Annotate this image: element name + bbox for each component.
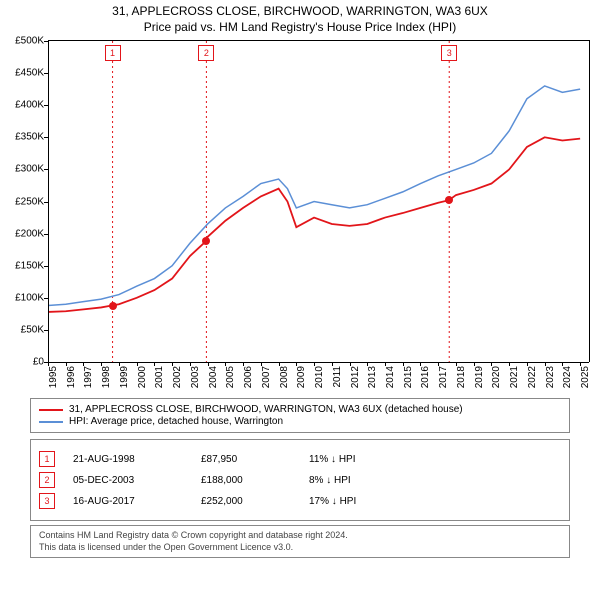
x-tick-label: 2004 [208, 366, 219, 388]
x-tick-label: 2023 [545, 366, 556, 388]
transaction-point [202, 237, 210, 245]
footer-line1: Contains HM Land Registry data © Crown c… [39, 530, 561, 542]
transaction-row: 2 05-DEC-2003 £188,000 8% ↓ HPI [39, 472, 561, 488]
x-tick-label: 2016 [420, 366, 431, 388]
transaction-diff: 17% ↓ HPI [309, 496, 409, 507]
x-tick-label: 2021 [509, 366, 520, 388]
x-tick-label: 2012 [350, 366, 361, 388]
y-tick-label: £500K [15, 36, 44, 47]
transaction-price: £188,000 [201, 475, 291, 486]
x-tick-label: 2003 [190, 366, 201, 388]
x-tick-label: 1997 [83, 366, 94, 388]
footer-line2: This data is licensed under the Open Gov… [39, 542, 561, 554]
x-tick-label: 1995 [48, 366, 59, 388]
series-hpi [48, 86, 580, 306]
y-tick-label: £50K [21, 324, 44, 335]
x-tick-label: 2010 [314, 366, 325, 388]
transaction-row-marker: 3 [39, 493, 55, 509]
legend-label: 31, APPLECROSS CLOSE, BIRCHWOOD, WARRING… [69, 404, 463, 415]
x-tick-label: 2008 [279, 366, 290, 388]
x-tick-label: 2007 [261, 366, 272, 388]
attribution-footer: Contains HM Land Registry data © Crown c… [30, 525, 570, 558]
transaction-row-marker: 2 [39, 472, 55, 488]
chart-title-line2: Price paid vs. HM Land Registry's House … [0, 20, 600, 34]
x-tick-label: 2024 [562, 366, 573, 388]
x-axis-line [48, 362, 589, 363]
y-tick-label: £450K [15, 68, 44, 79]
line-series-svg [48, 41, 589, 362]
transaction-diff: 8% ↓ HPI [309, 475, 409, 486]
legend-swatch [39, 409, 63, 411]
x-tick-label: 2006 [243, 366, 254, 388]
transaction-marker: 3 [441, 45, 457, 61]
transaction-date: 05-DEC-2003 [73, 475, 183, 486]
plot-region: £0£50K£100K£150K£200K£250K£300K£350K£400… [48, 40, 590, 362]
y-tick-label: £350K [15, 132, 44, 143]
transaction-price: £252,000 [201, 496, 291, 507]
transactions-table: 1 21-AUG-1998 £87,950 11% ↓ HPI 2 05-DEC-2003… [30, 439, 570, 521]
y-axis-line [48, 41, 49, 362]
x-tick-label: 2014 [385, 366, 396, 388]
y-tick-label: £0 [33, 357, 44, 368]
x-tick-label: 2025 [580, 366, 591, 388]
x-tick-label: 2020 [491, 366, 502, 388]
x-tick-label: 2015 [403, 366, 414, 388]
legend-row: 31, APPLECROSS CLOSE, BIRCHWOOD, WARRING… [39, 404, 561, 415]
chart-area: £0£50K£100K£150K£200K£250K£300K£350K£400… [48, 40, 590, 390]
x-tick-label: 1996 [66, 366, 77, 388]
x-tick-label: 2018 [456, 366, 467, 388]
x-tick-label: 2001 [154, 366, 165, 388]
transaction-diff: 11% ↓ HPI [309, 454, 409, 465]
legend-label: HPI: Average price, detached house, Warr… [69, 416, 283, 427]
x-tick-label: 1998 [101, 366, 112, 388]
x-tick-label: 2011 [332, 366, 343, 388]
x-tick-label: 2005 [225, 366, 236, 388]
y-tick-label: £150K [15, 260, 44, 271]
series-property [48, 137, 580, 312]
transaction-date: 16-AUG-2017 [73, 496, 183, 507]
x-tick-label: 2019 [474, 366, 485, 388]
x-tick-label: 2017 [438, 366, 449, 388]
x-tick-label: 2009 [296, 366, 307, 388]
x-tick-label: 1999 [119, 366, 130, 388]
y-tick-label: £300K [15, 164, 44, 175]
x-tick-label: 2002 [172, 366, 183, 388]
x-tick-label: 2000 [137, 366, 148, 388]
x-tick-label: 2013 [367, 366, 378, 388]
legend: 31, APPLECROSS CLOSE, BIRCHWOOD, WARRING… [30, 398, 570, 433]
transaction-marker: 1 [105, 45, 121, 61]
x-tick-label: 2022 [527, 366, 538, 388]
transaction-row: 1 21-AUG-1998 £87,950 11% ↓ HPI [39, 451, 561, 467]
transaction-point [109, 302, 117, 310]
transaction-marker: 2 [198, 45, 214, 61]
y-tick-label: £400K [15, 100, 44, 111]
transaction-date: 21-AUG-1998 [73, 454, 183, 465]
transaction-row-marker: 1 [39, 451, 55, 467]
transaction-price: £87,950 [201, 454, 291, 465]
y-tick-label: £200K [15, 228, 44, 239]
legend-swatch [39, 421, 63, 423]
y-tick-label: £250K [15, 196, 44, 207]
y-tick-label: £100K [15, 292, 44, 303]
transaction-point [445, 196, 453, 204]
legend-row: HPI: Average price, detached house, Warr… [39, 416, 561, 427]
transaction-row: 3 16-AUG-2017 £252,000 17% ↓ HPI [39, 493, 561, 509]
chart-title-line1: 31, APPLECROSS CLOSE, BIRCHWOOD, WARRING… [0, 4, 600, 18]
